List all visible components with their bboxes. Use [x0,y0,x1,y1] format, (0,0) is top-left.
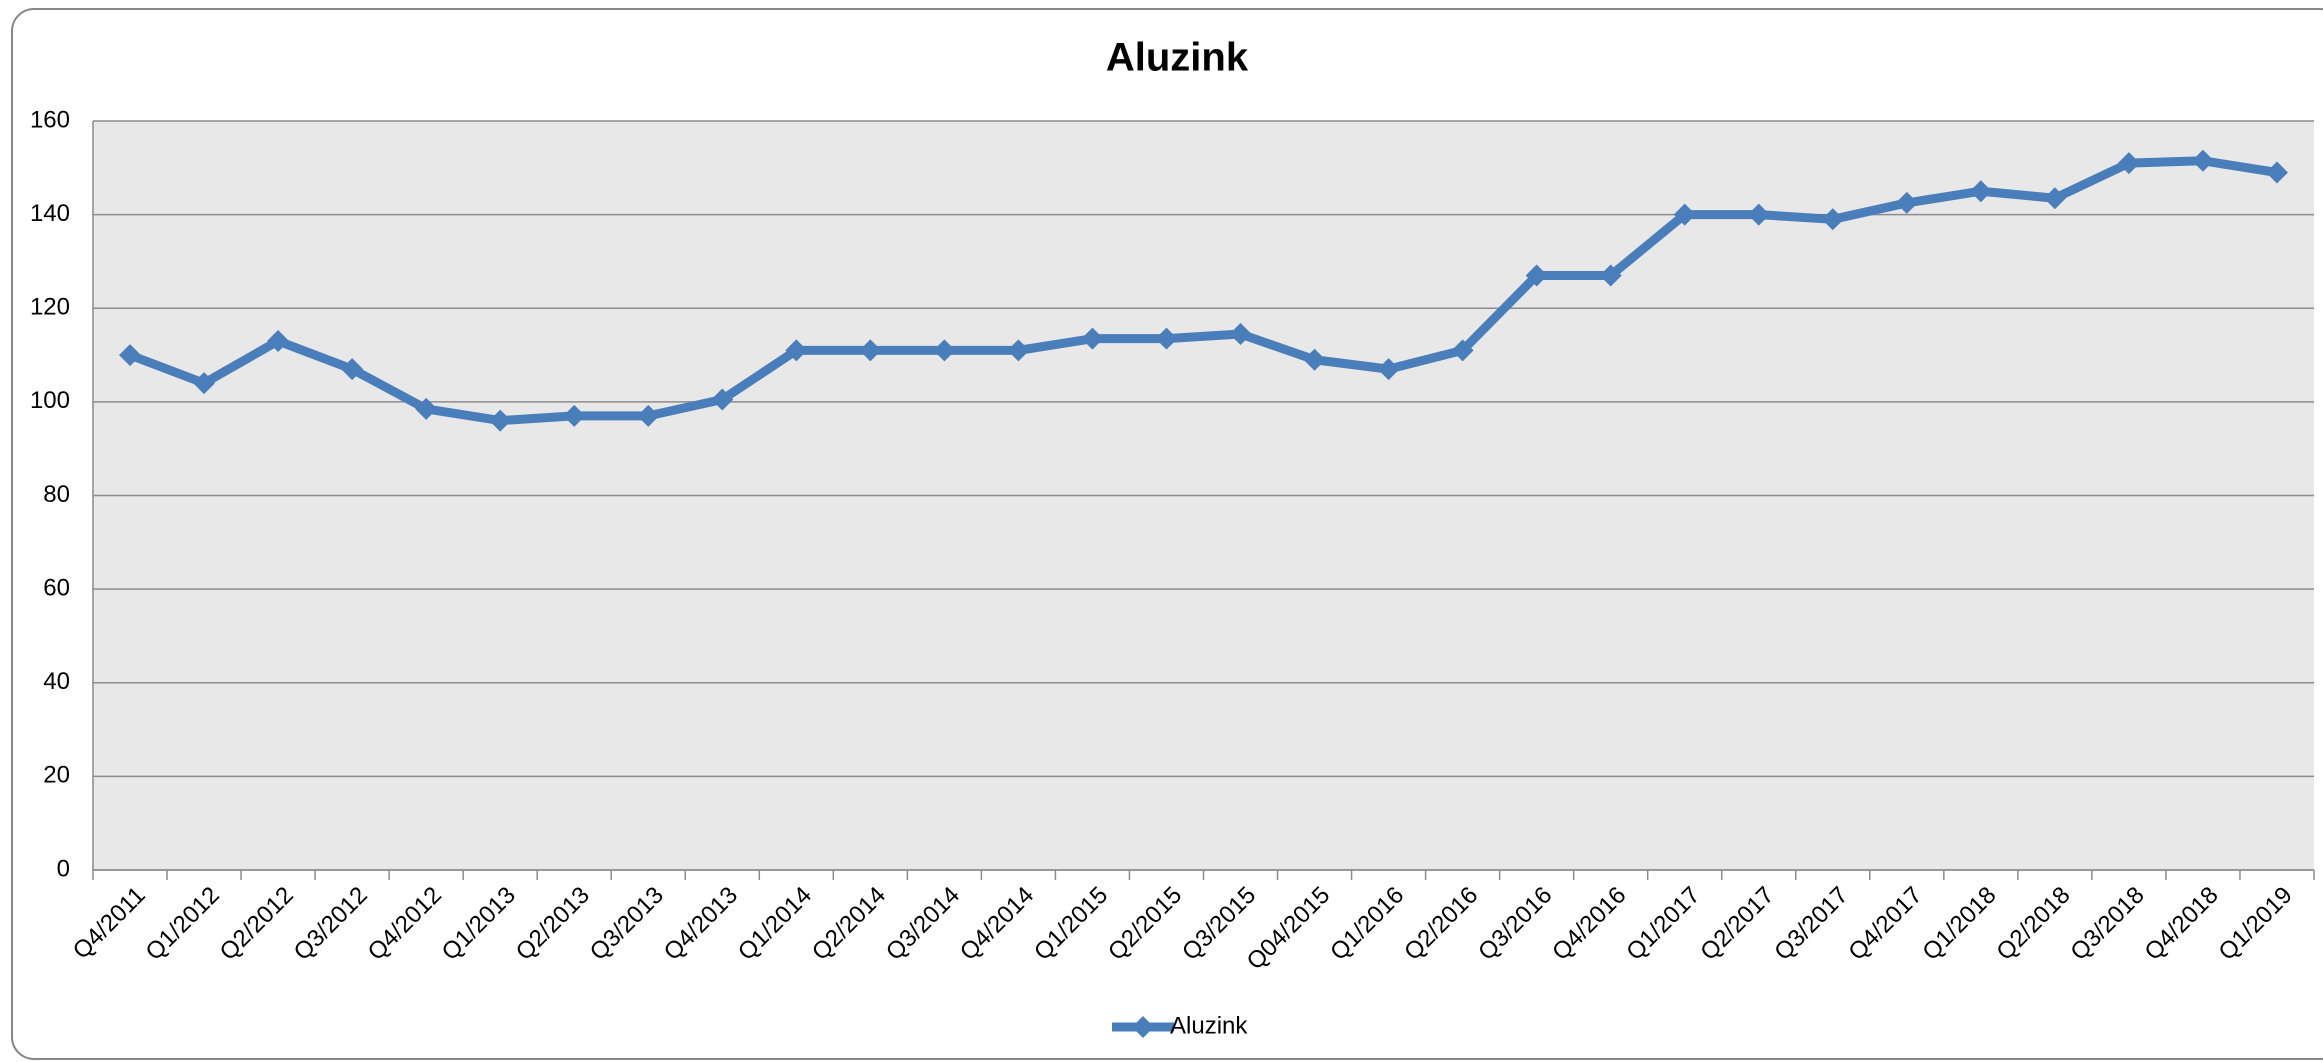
data-marker [2191,149,2214,172]
data-marker [637,404,660,427]
data-marker [563,404,586,427]
data-marker [711,388,734,411]
data-marker [1747,203,1770,226]
data-line [128,156,2278,426]
data-marker [1451,339,1474,362]
legend-marker [1132,1016,1154,1038]
data-marker [1525,264,1548,287]
data-marker [1229,322,1252,345]
data-marker [267,330,290,353]
chart-title: Aluzink [1106,36,1249,80]
data-marker [415,397,438,420]
data-marker [1377,358,1400,381]
data-marker [2265,161,2288,184]
y-tick-label: 80 [43,481,70,508]
data-marker [1007,339,1030,362]
y-tick-label: 0 [57,855,70,882]
data-marker [1599,264,1622,287]
data-marker [119,344,142,367]
y-tick-label: 120 [30,294,70,321]
data-marker [2117,152,2140,175]
data-marker [193,372,216,395]
data-marker [341,358,364,381]
data-marker [859,339,882,362]
data-marker [489,409,512,432]
y-tick-label: 20 [43,762,70,789]
data-marker [1673,203,1696,226]
legend-label: Aluzink [1170,1012,1248,1039]
data-marker [1821,208,1844,231]
data-marker [1155,327,1178,350]
y-tick-label: 140 [30,200,70,227]
data-marker [1303,348,1326,371]
data-marker [1969,180,1992,203]
data-marker [2043,187,2066,210]
y-tick-label: 60 [43,574,70,601]
data-marker [1081,327,1104,350]
data-marker [1895,191,1918,214]
data-marker [785,339,808,362]
data-marker [933,339,956,362]
y-tick-label: 40 [43,668,70,695]
y-tick-label: 100 [30,387,70,414]
y-tick-label: 160 [30,106,70,133]
